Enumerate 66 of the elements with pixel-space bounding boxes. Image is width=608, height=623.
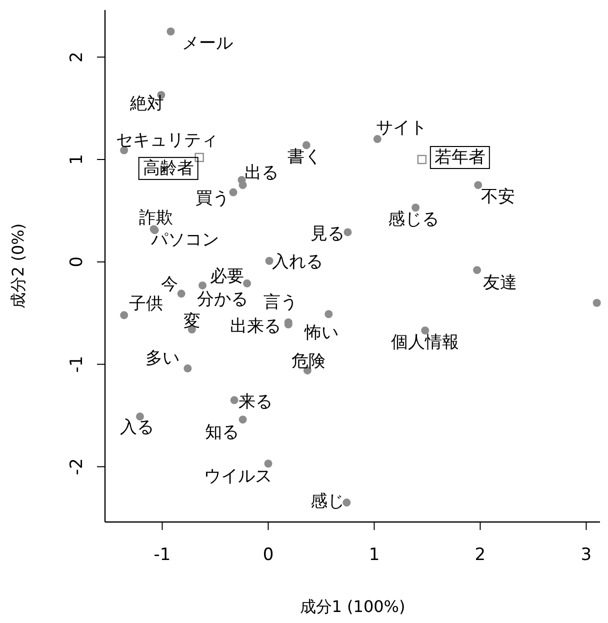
annotation: 感じ <box>310 492 345 512</box>
annotation: ウイルス <box>204 466 272 487</box>
point <box>373 135 382 144</box>
annotation: 買う <box>195 188 230 208</box>
annotation: 絶対 <box>129 94 164 114</box>
annotation: 今 <box>160 274 178 295</box>
annotation: 個人情報 <box>391 332 460 353</box>
annotation: 分かる <box>197 289 248 310</box>
series-label: 高齢者 <box>142 158 194 178</box>
x-tick-label: -1 <box>154 545 171 565</box>
annotation: 入る <box>120 418 154 438</box>
annotation: 書く <box>287 147 322 168</box>
point <box>120 311 128 320</box>
point <box>473 266 482 274</box>
annotation: メール <box>182 34 234 54</box>
annotation: 感じる <box>388 210 440 230</box>
annotation: 危険 <box>291 351 326 372</box>
x-tick-label: 2 <box>474 545 486 565</box>
annotation: 友達 <box>483 273 518 294</box>
x-tick-label: 1 <box>368 545 380 565</box>
annotation: 変 <box>183 311 200 332</box>
point <box>412 204 420 212</box>
annotation: 怖い <box>304 323 339 344</box>
point <box>229 188 238 196</box>
y-tick-label: -1 <box>67 356 87 373</box>
point <box>592 298 601 307</box>
point <box>184 364 192 372</box>
y-tick-label: -2 <box>67 458 87 476</box>
point <box>238 181 247 190</box>
annotation: 入れる <box>272 252 323 272</box>
point <box>417 154 427 164</box>
point <box>177 290 186 298</box>
point <box>342 498 351 507</box>
annotation: 出来る <box>230 316 281 336</box>
annotation: 詐欺 <box>138 208 173 228</box>
annotation: 不安 <box>481 187 516 208</box>
point <box>194 152 204 162</box>
annotation: 子供 <box>129 294 164 314</box>
annotation: セキュリティ <box>116 130 218 150</box>
point <box>230 396 238 404</box>
x-axis-title: 成分1 (100%) <box>300 597 406 616</box>
annotation: サイト <box>376 118 427 138</box>
point <box>238 416 247 424</box>
series-label: 若年者 <box>434 148 486 168</box>
annotation: 出る <box>244 162 279 183</box>
y-tick-label: 2 <box>67 52 87 63</box>
point <box>166 28 175 36</box>
point <box>474 181 482 190</box>
y-tick-label: 1 <box>67 154 87 165</box>
point <box>264 460 272 468</box>
point <box>302 141 310 150</box>
point <box>324 310 333 318</box>
annotation: 知る <box>204 422 239 443</box>
point <box>243 279 252 288</box>
annotation: 多い <box>146 348 180 368</box>
annotation: 言う <box>263 292 298 312</box>
y-axis-title: 成分2 (0%) <box>8 223 28 309</box>
annotation: 来る <box>238 392 272 412</box>
point <box>344 228 352 236</box>
x-tick-label: 0 <box>262 545 274 565</box>
y-tick-label: 0 <box>67 256 87 268</box>
annotation: 必要 <box>210 266 244 286</box>
annotation: 見る <box>310 224 345 244</box>
point <box>198 281 207 290</box>
annotation: パソコン <box>150 230 219 250</box>
x-tick-label: 3 <box>580 545 592 565</box>
